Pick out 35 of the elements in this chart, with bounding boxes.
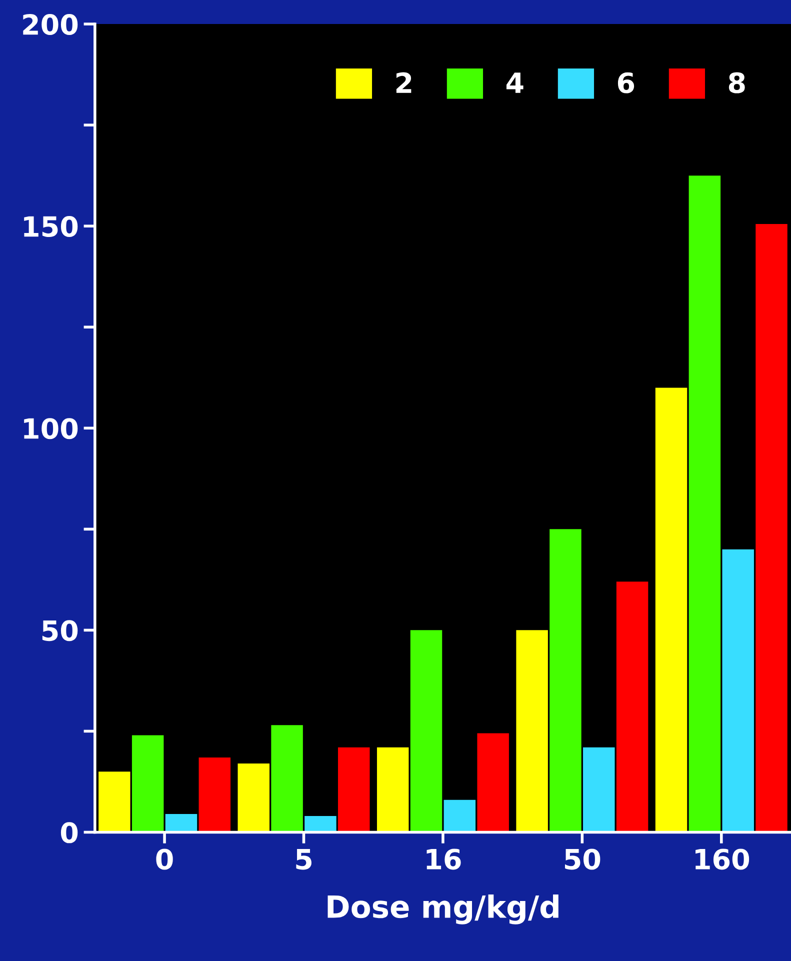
x-tick-label: 50	[564, 848, 600, 870]
legend-label: 8	[728, 72, 745, 94]
bar	[516, 630, 548, 832]
bar	[688, 176, 721, 832]
x-tick-label: 5	[296, 849, 312, 870]
bar	[756, 224, 788, 832]
bar	[238, 764, 270, 832]
bar	[338, 747, 370, 832]
y-tick-label: 150	[24, 216, 78, 238]
bar	[376, 747, 409, 832]
bar	[410, 630, 442, 832]
x-tick-label: 0	[156, 848, 173, 870]
x-tick-label: 160	[696, 848, 750, 870]
bar	[655, 388, 688, 832]
y-tick-label: 100	[24, 418, 78, 440]
bar	[165, 814, 198, 832]
legend-label: 2	[396, 72, 412, 93]
legend-label: 6	[618, 72, 634, 94]
x-tick-label: 16	[426, 848, 461, 870]
y-tick-label: 0	[60, 822, 78, 844]
legend-label: 4	[506, 72, 524, 93]
bar	[198, 757, 231, 832]
bar	[271, 725, 303, 832]
bar	[98, 772, 130, 832]
x-axis-title: Dose mg/kg/d	[328, 894, 558, 924]
bar	[477, 733, 509, 832]
y-tick-label: 200	[23, 14, 78, 35]
bar	[550, 529, 582, 832]
bar	[722, 549, 754, 832]
bar	[616, 582, 648, 832]
y-tick-label: 50	[42, 620, 78, 642]
bar	[583, 747, 615, 832]
bar	[132, 735, 164, 832]
bar	[444, 800, 476, 832]
bar	[304, 816, 336, 832]
